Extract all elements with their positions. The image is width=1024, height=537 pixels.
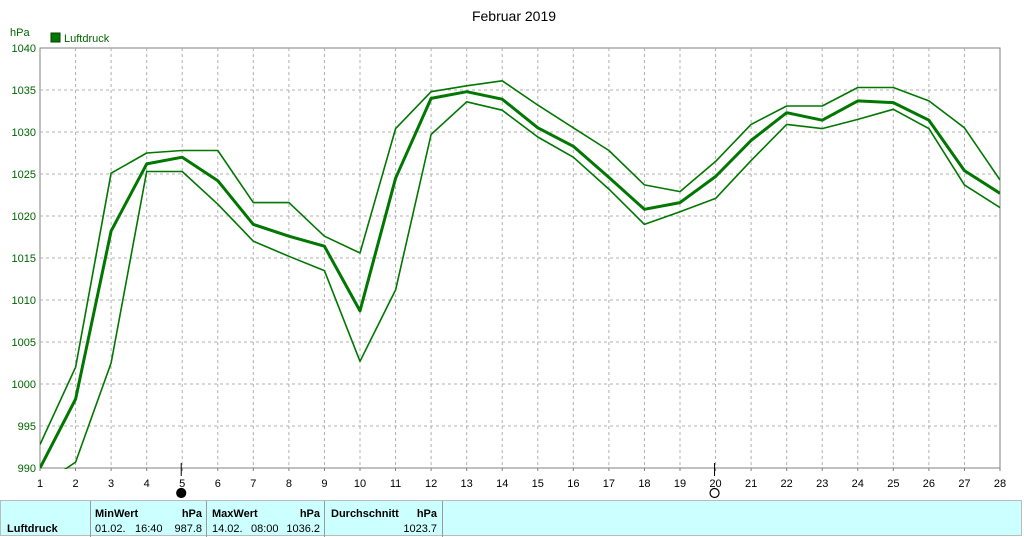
- min-header: MinWert: [95, 508, 139, 520]
- x-tick-label: 11: [390, 478, 401, 490]
- x-tick-label: 17: [603, 478, 615, 490]
- series-line-min: [64, 101, 1000, 469]
- y-tick-label: 1025: [12, 169, 36, 181]
- avg-value: 1023.7: [403, 523, 437, 535]
- x-tick-label: 16: [567, 478, 579, 490]
- avg-cell: Durchschnitt hPa 1023.7: [325, 501, 443, 537]
- x-tick-label: 8: [286, 478, 292, 490]
- y-tick-label: 1040: [12, 43, 36, 55]
- max-date: 14.02.: [212, 523, 243, 535]
- y-tick-label: 995: [18, 421, 36, 433]
- x-tick-label: 18: [638, 478, 650, 490]
- min-value: 987.8: [174, 523, 202, 535]
- stats-row-label-cell: Luftdruck: [1, 501, 91, 537]
- min-cell: MinWert hPa 01.02. 16:40 987.8: [91, 501, 207, 537]
- full-moon-icon: [176, 487, 187, 499]
- x-tick-label: 9: [321, 478, 327, 490]
- x-tick-label: 1: [37, 478, 43, 490]
- stats-table: Luftdruck MinWert hPa 01.02. 16:40 987.8…: [0, 500, 1022, 537]
- x-tick-label: 14: [496, 478, 508, 490]
- avg-unit: hPa: [416, 508, 437, 520]
- x-tick-label: 19: [674, 478, 686, 490]
- min-unit: hPa: [181, 508, 202, 520]
- series-line-max: [40, 80, 1000, 445]
- max-cell: MaxWert hPa 14.02. 08:00 1036.2: [207, 501, 325, 537]
- x-tick-label: 10: [354, 478, 366, 490]
- series-line-mean: [40, 90, 1000, 469]
- min-time: 16:40: [135, 523, 163, 535]
- legend-swatch: [50, 32, 61, 43]
- x-tick-label: 4: [144, 478, 150, 490]
- x-tick-label: 2: [72, 478, 78, 490]
- y-tick-label: 1030: [12, 127, 36, 139]
- x-tick-label: 27: [958, 478, 970, 490]
- y-tick-label: 1020: [12, 211, 36, 223]
- x-tick-label: 15: [532, 478, 544, 490]
- x-tick-label: 28: [994, 478, 1006, 490]
- max-header: MaxWert: [212, 508, 258, 520]
- x-tick-label: 24: [852, 478, 864, 490]
- x-tick-label: 23: [816, 478, 828, 490]
- y-tick-label: 1010: [12, 295, 36, 307]
- chart-title: Februar 2019: [472, 8, 556, 24]
- y-tick-label: 990: [18, 463, 36, 475]
- x-tick-label: 21: [745, 478, 757, 490]
- x-tick-label: 5: [179, 478, 185, 490]
- stats-row-label: Luftdruck: [7, 523, 58, 535]
- y-tick-label: 1015: [12, 253, 36, 265]
- x-tick-label: 12: [425, 478, 437, 490]
- max-unit: hPa: [299, 508, 320, 520]
- y-axis-unit: hPa: [10, 27, 30, 39]
- max-value: 1036.2: [286, 523, 320, 535]
- y-tick-label: 1005: [12, 337, 36, 349]
- x-tick-label: 22: [781, 478, 793, 490]
- x-tick-label: 25: [887, 478, 899, 490]
- y-tick-label: 1000: [12, 379, 36, 391]
- x-tick-label: 13: [461, 478, 473, 490]
- max-time: 08:00: [251, 523, 279, 535]
- x-tick-label: 20: [709, 478, 721, 490]
- chart: Februar 2019 hPa Luftdruck 990 995 1000 100…: [10, 8, 1006, 499]
- x-tick-label: 3: [108, 478, 114, 490]
- x-tick-label: 26: [923, 478, 935, 490]
- y-tick-label: 1035: [12, 85, 36, 97]
- x-tick-label: 7: [250, 478, 256, 490]
- new-moon-icon: [709, 487, 720, 499]
- legend-label: Luftdruck: [64, 33, 110, 45]
- avg-header: Durchschnitt: [331, 508, 399, 520]
- min-date: 01.02.: [95, 523, 126, 535]
- x-tick-label: 6: [215, 478, 221, 490]
